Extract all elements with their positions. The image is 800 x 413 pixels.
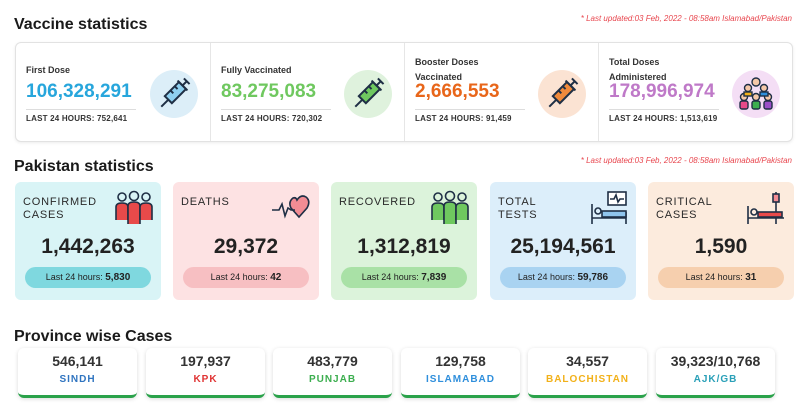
province-name: PUNJAB xyxy=(308,374,357,385)
total-doses-value: 178,996,974 xyxy=(609,81,715,102)
divider xyxy=(415,109,525,110)
deaths-label: DEATHS xyxy=(181,196,230,208)
people-icon xyxy=(115,190,153,224)
province-value: 546,141 xyxy=(52,353,103,369)
confirmed-cases-value: 1,442,263 xyxy=(41,235,135,258)
recovered-card: RECOVERED 1,312,819 Last 24 hours: 7,839 xyxy=(331,182,477,300)
recovered-last24: Last 24 hours: 7,839 xyxy=(341,267,467,288)
critical-cases-last24: Last 24 hours: 31 xyxy=(658,267,784,288)
province-value: 483,779 xyxy=(307,353,358,369)
first-dose-stat: First Dose 106,328,291 LAST 24 HOURS: 75… xyxy=(16,43,210,141)
first-dose-value: 106,328,291 xyxy=(26,81,132,102)
province-name: AJK/GB xyxy=(693,374,738,385)
total-tests-value: 25,194,561 xyxy=(510,235,616,258)
total-doses-stat: Total Doses Administered 178,996,974 LAS… xyxy=(598,43,792,141)
province-card-ajk-gb[interactable]: 39,323/10,768 AJK/GB xyxy=(656,348,775,398)
total-doses-label: Total Doses Administered xyxy=(609,57,667,82)
province-card-balochistan[interactable]: 34,557 BALOCHISTAN xyxy=(528,348,647,398)
province-card-kpk[interactable]: 197,937 KPK xyxy=(146,348,265,398)
total-tests-last24: Last 24 hours: 59,786 xyxy=(500,267,626,288)
deaths-last24: Last 24 hours: 42 xyxy=(183,267,309,288)
divider xyxy=(609,109,719,110)
province-value: 39,323/10,768 xyxy=(670,353,761,369)
province-name: SINDH xyxy=(59,374,96,385)
deaths-value: 29,372 xyxy=(213,235,279,258)
province-card-punjab[interactable]: 483,779 PUNJAB xyxy=(273,348,392,398)
total-tests-card: TOTAL TESTS 25,194,561 Last 24 hours: 59,… xyxy=(490,182,636,300)
recovered-label: RECOVERED xyxy=(339,196,416,208)
confirmed-cases-card: CONFIRMED CASES 1,442,263 Last 24 hours: … xyxy=(15,182,161,300)
booster-doses-last24: LAST 24 HOURS: 91,459 xyxy=(415,114,512,123)
icu-bed-icon xyxy=(747,192,784,224)
booster-doses-stat: Booster Doses Vaccinated 2,666,553 LAST … xyxy=(404,43,598,141)
divider xyxy=(221,109,331,110)
vaccine-last-updated: * Last updated:03 Feb, 2022 - 08:58am Is… xyxy=(580,14,792,23)
booster-doses-label: Booster Doses Vaccinated xyxy=(415,57,479,82)
crowd-icon xyxy=(732,70,780,118)
total-doses-last24: LAST 24 HOURS: 1,513,619 xyxy=(609,114,718,123)
fully-vaccinated-last24: LAST 24 HOURS: 720,302 xyxy=(221,114,323,123)
province-value: 197,937 xyxy=(180,353,231,369)
province-card-islamabad[interactable]: 129,758 ISLAMABAD xyxy=(401,348,520,398)
syringe-icon xyxy=(344,70,392,118)
pakistan-section-title: Pakistan statistics xyxy=(14,158,154,175)
critical-cases-label: CRITICAL CASES xyxy=(656,196,713,221)
syringe-icon xyxy=(538,70,586,118)
province-name: BALOCHISTAN xyxy=(545,374,630,385)
heartbeat-icon xyxy=(272,195,310,219)
province-value: 34,557 xyxy=(566,353,609,369)
vaccine-section-title: Vaccine statistics xyxy=(14,16,148,33)
province-name: ISLAMABAD xyxy=(426,374,495,385)
confirmed-cases-last24: Last 24 hours: 5,830 xyxy=(25,267,151,288)
province-card-sindh[interactable]: 546,141 SINDH xyxy=(18,348,137,398)
critical-cases-value: 1,590 xyxy=(694,235,748,258)
booster-doses-value: 2,666,553 xyxy=(415,81,500,102)
deaths-card: DEATHS 29,372 Last 24 hours: 42 xyxy=(173,182,319,300)
province-name: KPK xyxy=(193,374,218,385)
recovered-value: 1,312,819 xyxy=(357,235,451,258)
critical-cases-card: CRITICAL CASES 1,590 Last 24 hours: 31 xyxy=(648,182,794,300)
first-dose-last24: LAST 24 HOURS: 752,641 xyxy=(26,114,128,123)
first-dose-label: First Dose xyxy=(26,65,71,75)
fully-vaccinated-stat: Fully Vaccinated 83,275,083 LAST 24 HOUR… xyxy=(210,43,404,141)
total-tests-label: TOTAL TESTS xyxy=(498,196,538,221)
divider xyxy=(26,109,136,110)
province-value: 129,758 xyxy=(435,353,486,369)
syringe-icon xyxy=(150,70,198,118)
pakistan-last-updated: * Last updated:03 Feb, 2022 - 08:58am Is… xyxy=(580,156,792,165)
recovered-people-icon xyxy=(431,190,469,224)
hospital-bed-icon xyxy=(591,191,627,224)
vaccine-stats-panel: First Dose 106,328,291 LAST 24 HOURS: 75… xyxy=(15,42,793,142)
fully-vaccinated-value: 83,275,083 xyxy=(221,81,317,102)
confirmed-cases-label: CONFIRMED CASES xyxy=(23,196,97,221)
fully-vaccinated-label: Fully Vaccinated xyxy=(221,65,292,75)
province-section-title: Province wise Cases xyxy=(14,328,173,345)
